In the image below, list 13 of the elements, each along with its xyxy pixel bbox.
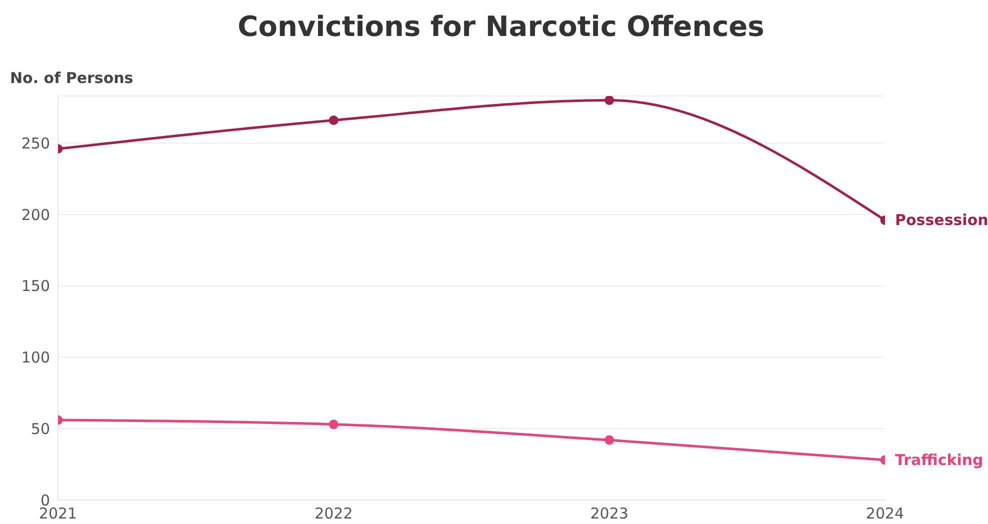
y-tick-label: 200 [21,206,50,224]
x-tick-label: 2021 [38,504,78,523]
y-tick-label: 250 [21,134,50,152]
y-axis-title: No. of Persons [10,69,134,87]
x-tick-label: 2022 [314,504,353,523]
series-label: Trafficking [895,451,984,470]
series-label: Possession [895,211,988,230]
y-tick-label: 100 [21,348,50,367]
x-tick-label: 2024 [866,504,904,523]
y-tick-label: 150 [21,277,50,296]
chart-title: Convictions for Narcotic Offences [236,10,766,43]
x-tick-label: 2023 [590,504,628,523]
y-tick-label: 50 [30,420,50,438]
